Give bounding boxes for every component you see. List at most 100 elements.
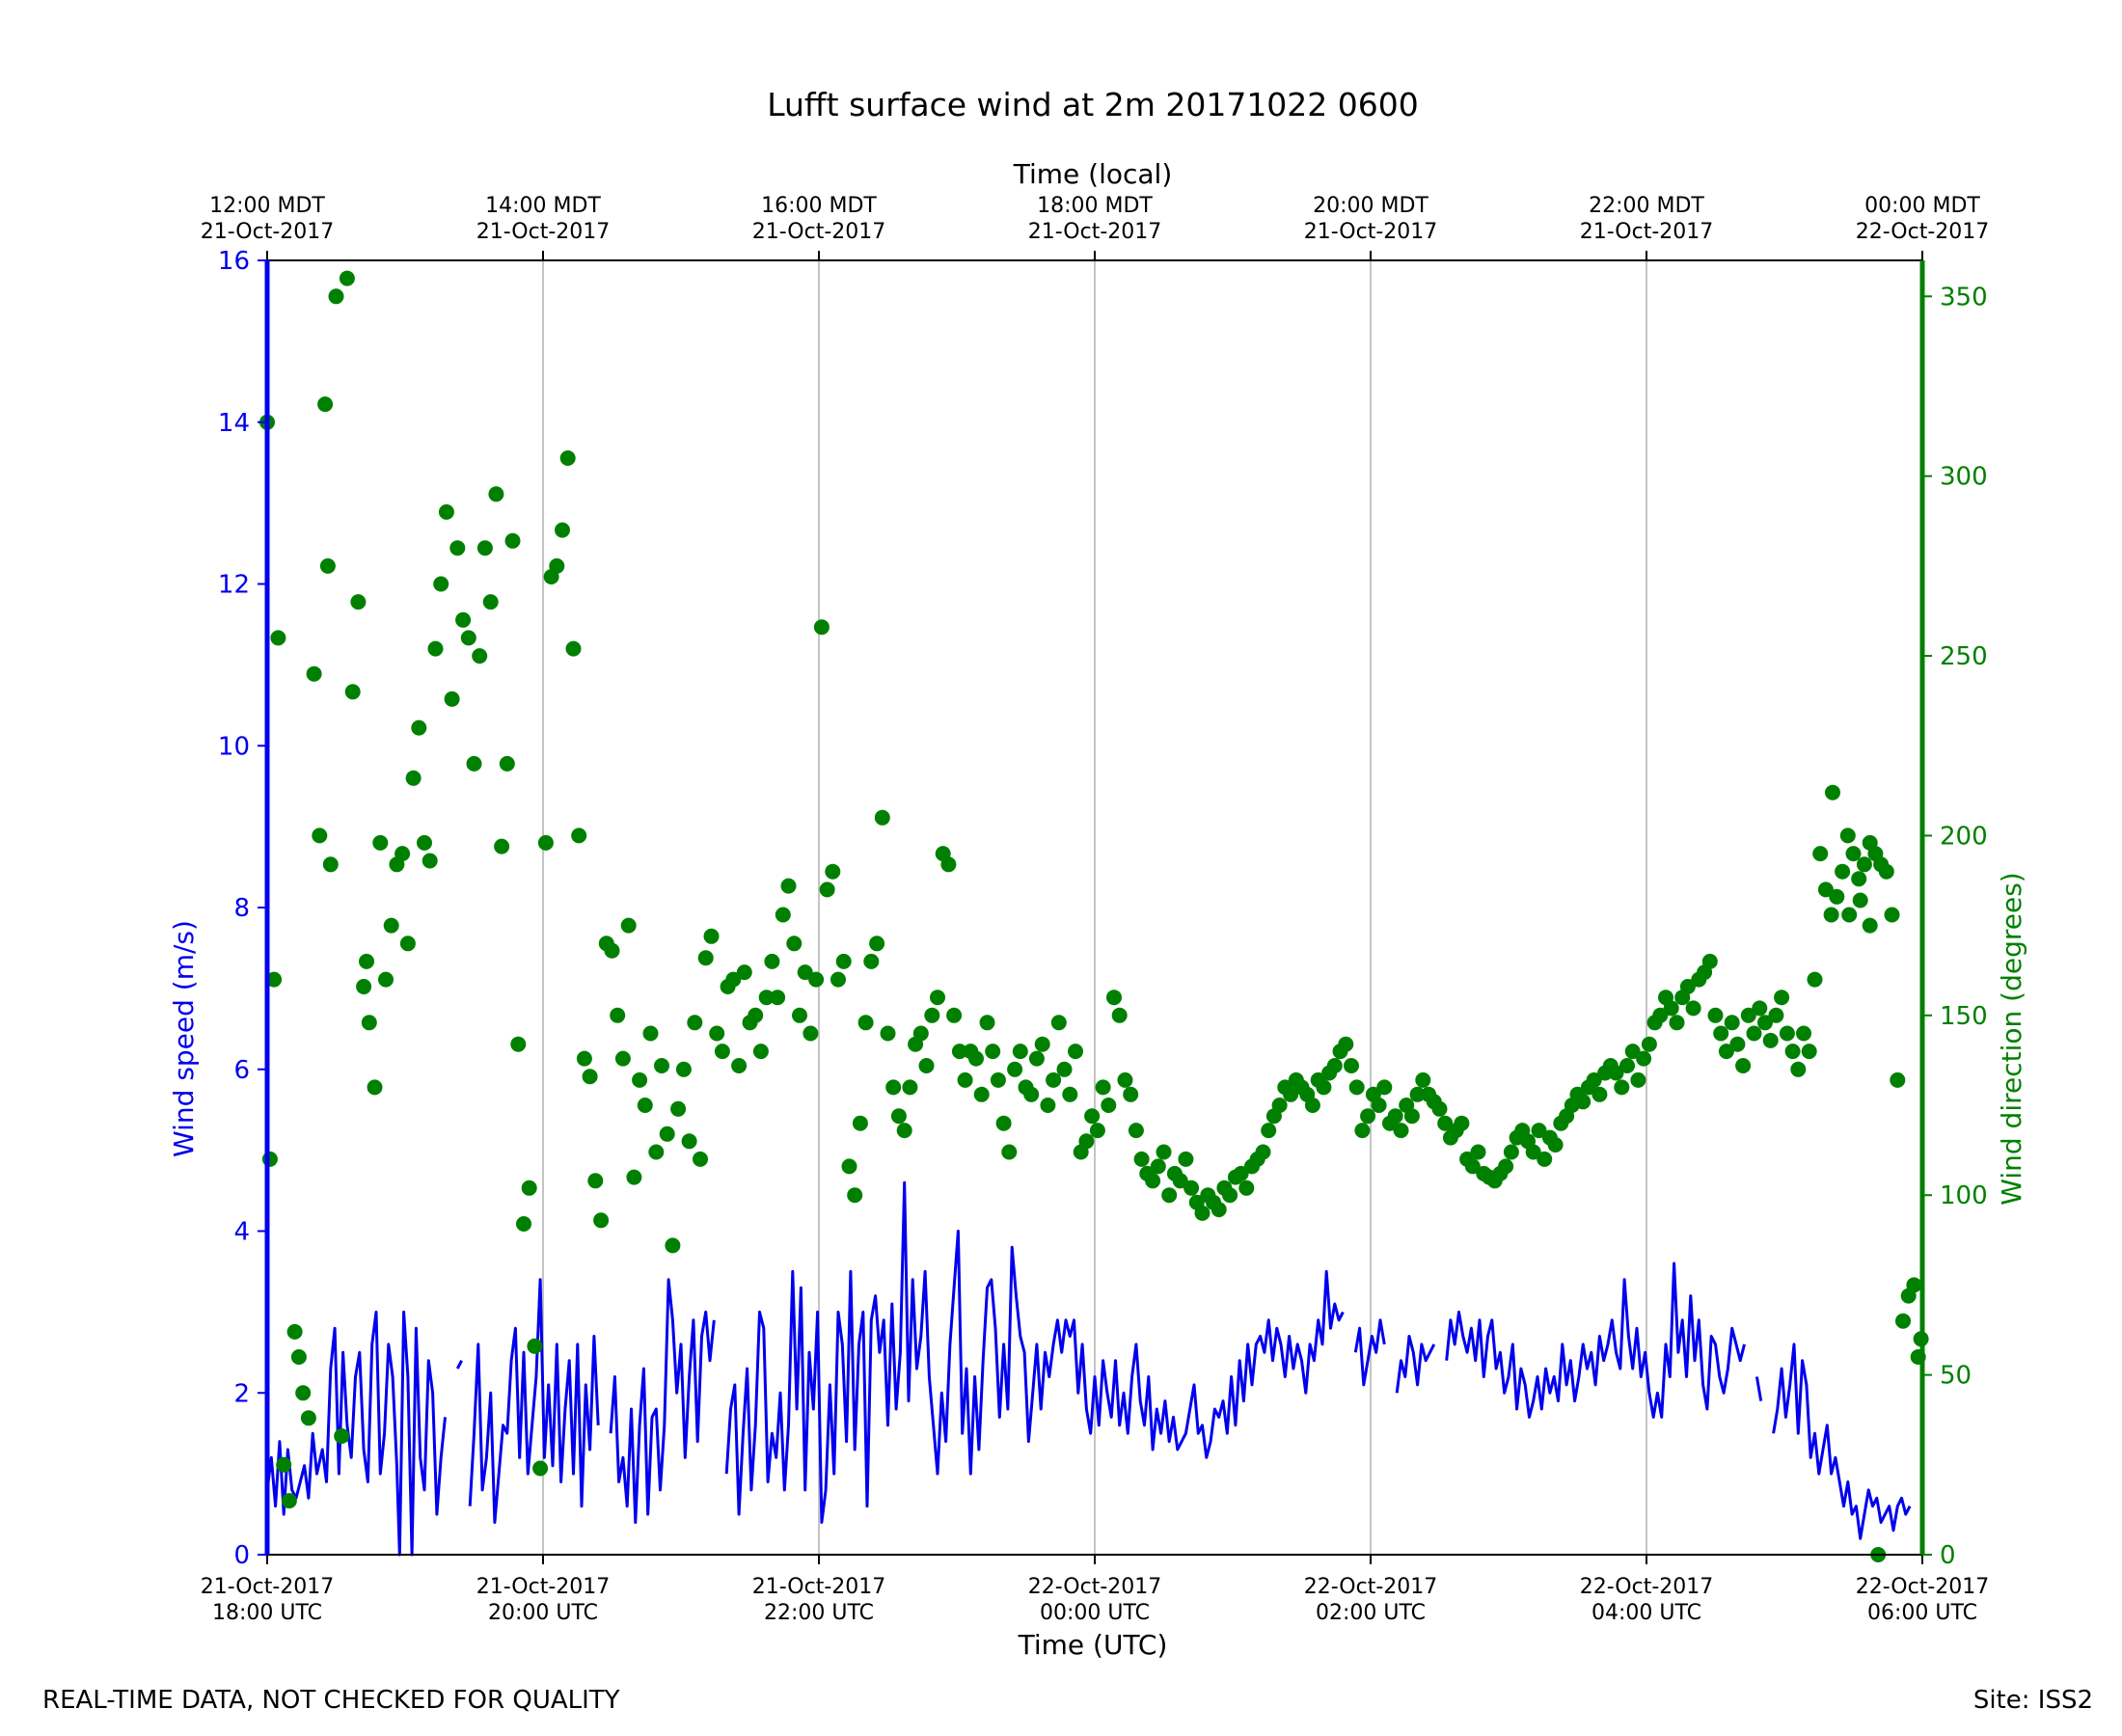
- wind-direction-point: [1630, 1071, 1646, 1088]
- wind-direction-point: [808, 971, 825, 988]
- wind-direction-point: [1663, 1000, 1679, 1017]
- wind-direction-point: [1884, 907, 1900, 923]
- wind-direction-point: [918, 1058, 935, 1073]
- wind-direction-point: [1178, 1151, 1194, 1167]
- y2-tick-label: 50: [1940, 1362, 1972, 1391]
- wind-direction-point: [1835, 863, 1851, 880]
- wind-direction-point: [819, 882, 835, 898]
- wind-direction-point: [852, 1115, 868, 1131]
- wind-direction-point: [1740, 1007, 1756, 1023]
- wind-direction-point: [317, 396, 334, 413]
- wind-direction-point: [516, 1216, 531, 1232]
- wind-direction-point: [1790, 1061, 1807, 1077]
- wind-direction-point: [472, 648, 488, 665]
- wind-direction-point: [813, 619, 830, 636]
- wind-direction-point: [973, 1086, 990, 1102]
- wind-direction-point: [614, 1050, 631, 1067]
- wind-direction-point: [427, 640, 444, 657]
- wind-direction-point: [1757, 1015, 1773, 1031]
- wind-direction-point: [1575, 1094, 1592, 1110]
- wind-direction-point: [1817, 882, 1834, 898]
- wind-direction-point: [295, 1385, 312, 1401]
- wind-direction-point: [1707, 1007, 1724, 1023]
- x-tick-label: 04:00 UTC: [1592, 1601, 1701, 1625]
- wind-direction-point: [1078, 1133, 1095, 1150]
- wind-direction-point: [714, 1044, 730, 1060]
- wind-direction-point: [1393, 1123, 1409, 1139]
- x2-tick-label: 21-Oct-2017: [1028, 220, 1162, 244]
- wind-direction-point: [1238, 1180, 1255, 1196]
- x2-tick-label: 21-Oct-2017: [1304, 220, 1438, 244]
- wind-direction-point: [339, 270, 355, 286]
- wind-direction-point: [758, 990, 775, 1006]
- wind-direction-point: [1283, 1086, 1299, 1102]
- wind-direction-point: [703, 928, 720, 944]
- wind-direction-point: [841, 1158, 857, 1175]
- wind-direction-point: [276, 1456, 292, 1473]
- wind-direction-point: [261, 1151, 278, 1167]
- x-tick-label: 20:00 UTC: [488, 1601, 598, 1625]
- wind-direction-point: [610, 1007, 626, 1023]
- wind-direction-point: [985, 1044, 1001, 1060]
- y-tick-label: 16: [218, 247, 250, 276]
- chart-title: Lufft surface wind at 2m 20171022 0600: [767, 86, 1419, 123]
- wind-direction-point: [957, 1071, 973, 1088]
- wind-direction-point: [659, 1126, 675, 1142]
- wind-direction-point: [1128, 1123, 1144, 1139]
- x-tick-label: 22-Oct-2017: [1856, 1575, 1990, 1599]
- wind-direction-point: [328, 288, 344, 305]
- wind-direction-point: [620, 917, 637, 934]
- wind-direction-point: [559, 450, 576, 466]
- wind-direction-point: [1762, 1032, 1779, 1048]
- top-axis-label: Time (local): [1013, 158, 1173, 190]
- wind-direction-point: [1784, 1044, 1801, 1060]
- wind-direction-point: [940, 856, 957, 873]
- site-label: Site: ISS2: [1972, 1686, 2093, 1715]
- x2-tick-label: 22:00 MDT: [1589, 194, 1704, 218]
- wind-direction-point: [1409, 1086, 1426, 1102]
- wind-direction-point: [270, 630, 286, 646]
- wind-direction-point: [1547, 1137, 1564, 1153]
- wind-direction-point: [266, 971, 283, 988]
- wind-direction-point: [951, 1044, 967, 1060]
- wind-direction-point: [1652, 1007, 1669, 1023]
- wind-direction-point: [797, 964, 813, 981]
- wind-direction-point: [825, 863, 841, 880]
- wind-direction-point: [979, 1015, 995, 1031]
- x-tick-label: 21-Oct-2017: [752, 1575, 886, 1599]
- x2-tick-label: 21-Oct-2017: [476, 220, 611, 244]
- wind-direction-point: [626, 1169, 642, 1185]
- wind-direction-point: [411, 719, 427, 736]
- wind-direction-point: [1150, 1158, 1166, 1175]
- wind-direction-point: [1046, 1071, 1062, 1088]
- wind-direction-point: [449, 540, 466, 556]
- wind-direction-point: [731, 1058, 748, 1073]
- wind-direction-point: [367, 1079, 383, 1096]
- x2-tick-label: 21-Oct-2017: [1580, 220, 1714, 244]
- wind-direction-point: [642, 1025, 659, 1042]
- wind-direction-point: [968, 1050, 984, 1067]
- wind-direction-point: [1123, 1086, 1139, 1102]
- wind-direction-point: [890, 1108, 907, 1125]
- wind-direction-point: [549, 557, 565, 574]
- wind-direction-point: [394, 846, 411, 862]
- wind-direction-point: [1415, 1071, 1431, 1088]
- wind-direction-point: [1117, 1071, 1133, 1088]
- wind-direction-point: [1592, 1086, 1608, 1102]
- y2-tick-label: 0: [1940, 1541, 1956, 1570]
- wind-direction-point: [1807, 971, 1823, 988]
- wind-direction-point: [847, 1187, 863, 1204]
- wind-direction-point: [593, 1212, 610, 1229]
- wind-direction-point: [1619, 1058, 1635, 1073]
- wind-direction-point: [344, 684, 361, 700]
- wind-direction-point: [1636, 1050, 1652, 1067]
- wind-direction-point: [322, 856, 339, 873]
- wind-direction-point: [510, 1036, 527, 1052]
- wind-direction-point: [1101, 1098, 1117, 1113]
- wind-direction-point: [857, 1015, 874, 1031]
- x-tick-label: 22-Oct-2017: [1028, 1575, 1162, 1599]
- wind-direction-point: [1801, 1044, 1817, 1060]
- wind-direction-point: [1862, 917, 1878, 934]
